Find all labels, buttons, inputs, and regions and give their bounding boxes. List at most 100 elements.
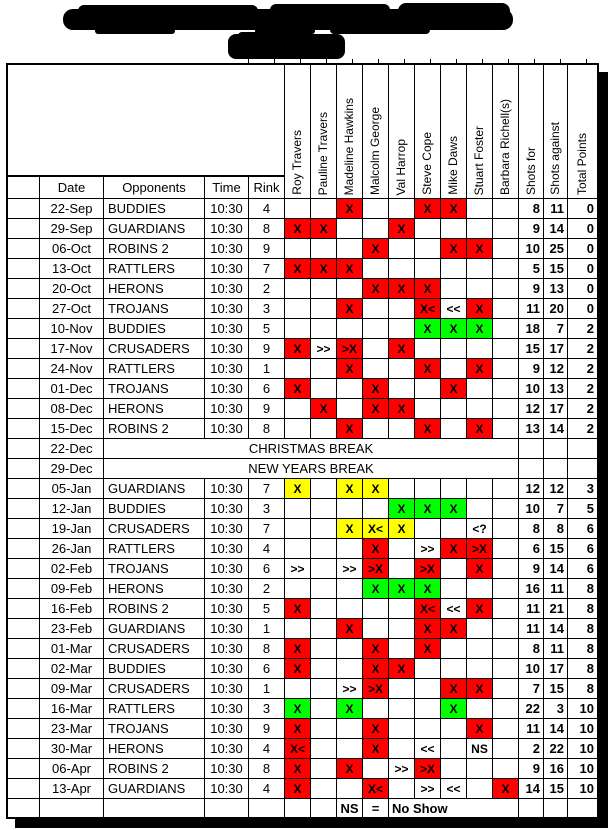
availability-cell: >X	[363, 679, 389, 699]
opponent-cell: HERONS	[104, 579, 205, 599]
player-name: Pauline Travers	[316, 111, 331, 195]
availability-cell: X	[363, 379, 389, 399]
availability-cell	[285, 499, 311, 519]
availability-cell: X	[285, 699, 311, 719]
availability-cell	[363, 219, 389, 239]
date-cell: 29-Dec	[40, 459, 104, 479]
availability-cell	[493, 319, 519, 339]
date-cell: 20-Oct	[40, 279, 104, 299]
availability-cell	[467, 779, 493, 799]
shots-for-cell: 11	[519, 299, 544, 319]
availability-cell	[493, 499, 519, 519]
availability-cell	[493, 419, 519, 439]
shots-against-cell: 14	[544, 719, 568, 739]
availability-cell: X	[389, 519, 415, 539]
availability-cell: X	[285, 639, 311, 659]
fixture-row: 16-Feb ROBINS 2 10:30 5 X X< << X 11 21 8	[8, 599, 597, 619]
availability-cell: >>	[337, 559, 363, 579]
title-blob	[78, 5, 258, 17]
time-cell: 10:30	[205, 659, 249, 679]
break-row: 22-Dec CHRISTMAS BREAK	[8, 439, 597, 459]
availability-cell	[493, 699, 519, 719]
availability-cell	[493, 719, 519, 739]
availability-cell: X	[285, 479, 311, 499]
spare-cell	[8, 299, 40, 319]
total-points-cell: 2	[568, 339, 597, 359]
rink-cell: 7	[249, 259, 285, 279]
time-cell: 10:30	[205, 719, 249, 739]
availability-cell: X	[337, 519, 363, 539]
total-points-cell: 10	[568, 699, 597, 719]
availability-cell	[311, 759, 337, 779]
availability-cell: X	[441, 239, 467, 259]
availability-cell	[337, 539, 363, 559]
column-tick-marks	[248, 59, 596, 63]
stat-column-header: Shots against	[544, 65, 568, 199]
spare-cell	[8, 339, 40, 359]
spare-cell	[8, 259, 40, 279]
fixture-row: 23-Mar TROJANS 10:30 9 X X X 11 14 10	[8, 719, 597, 739]
shots-for-cell: 14	[519, 779, 544, 799]
rink-cell: 4	[249, 779, 285, 799]
shots-for-cell: 9	[519, 359, 544, 379]
availability-cell	[285, 299, 311, 319]
time-cell: 10:30	[205, 339, 249, 359]
availability-cell: X	[337, 359, 363, 379]
availability-cell	[441, 339, 467, 359]
availability-cell	[467, 259, 493, 279]
shots-against-cell: 14	[544, 559, 568, 579]
availability-cell	[363, 759, 389, 779]
rink-cell: 5	[249, 599, 285, 619]
availability-cell: X	[285, 779, 311, 799]
opponent-cell: HERONS	[104, 399, 205, 419]
column-header-time: Time	[205, 175, 249, 199]
availability-cell	[337, 399, 363, 419]
availability-cell	[337, 719, 363, 739]
availability-cell	[493, 279, 519, 299]
availability-cell	[415, 519, 441, 539]
total-points-cell: 8	[568, 659, 597, 679]
spare-cell	[8, 439, 40, 459]
player-name: Roy Travers	[290, 130, 305, 195]
availability-cell	[337, 739, 363, 759]
spare-cell	[8, 419, 40, 439]
availability-cell	[441, 359, 467, 379]
shots-against-cell: 7	[544, 499, 568, 519]
rink-cell: 8	[249, 219, 285, 239]
availability-cell	[337, 639, 363, 659]
availability-cell: X	[363, 739, 389, 759]
total-points-cell: 8	[568, 679, 597, 699]
stat-column-header: Shots for	[519, 65, 544, 199]
shots-for-cell: 13	[519, 419, 544, 439]
availability-cell: X	[285, 719, 311, 739]
opponent-cell: RATTLERS	[104, 359, 205, 379]
availability-cell	[363, 499, 389, 519]
total-points-cell: 8	[568, 639, 597, 659]
shots-for-cell: 2	[519, 739, 544, 759]
availability-cell	[389, 479, 415, 499]
date-cell: 06-Apr	[40, 759, 104, 779]
spare-cell	[8, 379, 40, 399]
availability-cell	[467, 499, 493, 519]
availability-cell: X	[389, 659, 415, 679]
availability-cell	[311, 739, 337, 759]
availability-cell	[337, 319, 363, 339]
availability-cell: X	[285, 599, 311, 619]
availability-cell	[415, 699, 441, 719]
shots-for-cell	[519, 799, 544, 817]
fixture-row: 27-Oct TROJANS 10:30 3 X X< << X 11 20 0	[8, 299, 597, 319]
date-cell: 23-Mar	[40, 719, 104, 739]
availability-cell	[363, 359, 389, 379]
legend-row: NS = No Show	[8, 799, 597, 817]
fixture-row: 13-Oct RATTLERS 10:30 7 X X X 5 15 0	[8, 259, 597, 279]
legend-meaning: No Show	[389, 799, 519, 817]
rink-cell: 8	[249, 419, 285, 439]
availability-cell	[285, 199, 311, 219]
spare-cell	[8, 619, 40, 639]
time-cell: 10:30	[205, 739, 249, 759]
availability-cell	[285, 279, 311, 299]
availability-cell	[285, 359, 311, 379]
player-name: Stuart Foster	[472, 125, 487, 195]
date-cell: 06-Oct	[40, 239, 104, 259]
